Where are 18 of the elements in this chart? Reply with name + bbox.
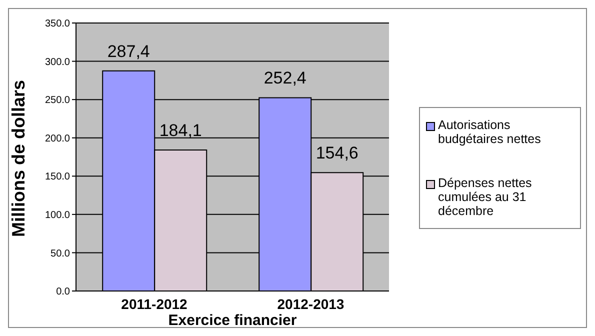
legend-label: Autorisations budgétaires nettes — [438, 118, 542, 146]
y-tick-label: 200.0 — [44, 133, 70, 144]
data-label: 252,4 — [264, 68, 306, 88]
legend-label: Dépenses nettes cumulées au 31 décembre — [438, 176, 533, 218]
x-axis-title: Exercice financier — [168, 312, 297, 329]
y-tick-label: 0.0 — [56, 286, 70, 298]
y-axis-title: Millions de dollars — [8, 80, 28, 237]
y-tick-label: 300.0 — [44, 56, 70, 68]
data-label: 287,4 — [107, 42, 150, 61]
y-tick-label: 50.0 — [50, 248, 70, 260]
x-tick-label: 2011-2012 — [121, 296, 188, 312]
data-label: 184,1 — [159, 121, 202, 140]
y-tick-label: 150.0 — [44, 172, 70, 183]
x-tick-label: 2012-2013 — [277, 296, 344, 312]
y-tick-label: 250.0 — [44, 95, 70, 106]
y-tick-label: 350.0 — [44, 18, 70, 30]
data-label: 154,6 — [316, 144, 358, 163]
y-tick-label: 100.0 — [44, 210, 70, 221]
